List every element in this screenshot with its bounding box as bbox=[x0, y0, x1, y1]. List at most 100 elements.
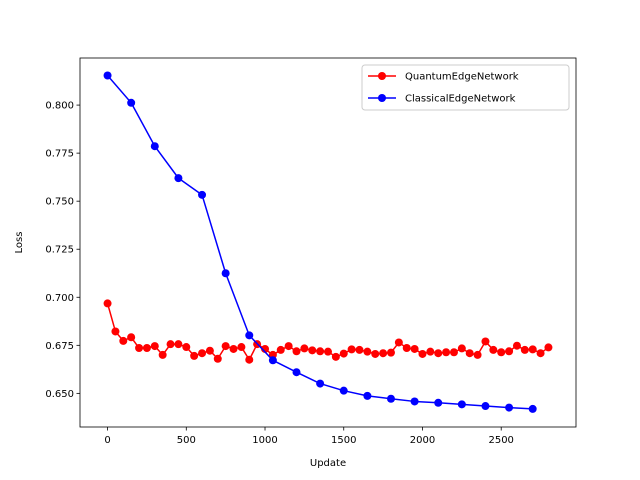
series-0-point bbox=[339, 349, 348, 358]
series-0-point bbox=[103, 299, 112, 308]
series-layer bbox=[103, 71, 553, 413]
series-0-point bbox=[394, 338, 403, 347]
y-tick-label: 0.800 bbox=[45, 101, 74, 112]
legend-marker-0 bbox=[378, 72, 386, 80]
series-0-point bbox=[418, 349, 427, 358]
legend-label-0: QuantumEdgeNetwork bbox=[405, 72, 519, 83]
series-1-point bbox=[339, 386, 348, 395]
series-0-point bbox=[355, 345, 364, 354]
series-0-point bbox=[316, 347, 325, 356]
x-tick-label: 2000 bbox=[410, 435, 435, 446]
y-tick-label: 0.700 bbox=[45, 293, 74, 304]
series-0-point bbox=[261, 344, 270, 353]
series-0-point bbox=[158, 350, 167, 359]
series-0-point bbox=[363, 347, 372, 356]
legend-marker-1 bbox=[378, 94, 386, 102]
series-0-point bbox=[174, 340, 183, 349]
series-1-point bbox=[292, 368, 301, 377]
series-0-point bbox=[386, 348, 395, 357]
y-tick-label: 0.650 bbox=[45, 389, 74, 400]
series-0-point bbox=[166, 340, 175, 349]
series-0-point bbox=[150, 342, 159, 351]
series-1-point bbox=[316, 379, 325, 388]
series-0-point bbox=[237, 343, 246, 352]
x-tick-label: 0 bbox=[104, 435, 110, 446]
series-0-point bbox=[190, 351, 199, 360]
series-1-point bbox=[198, 190, 207, 199]
series-1-point bbox=[481, 402, 490, 411]
axes-layer: 0 500 1000 1500 2000 2500 0.650 0.675 0.700 0.725… bbox=[45, 57, 577, 446]
series-0-point bbox=[331, 352, 340, 361]
series-0-point bbox=[371, 349, 380, 358]
series-0-point bbox=[229, 344, 238, 353]
series-0-point bbox=[457, 344, 466, 353]
x-tick-label: 1500 bbox=[331, 435, 356, 446]
series-0-point bbox=[465, 349, 474, 358]
series-0-point bbox=[347, 345, 356, 354]
series-0-point bbox=[213, 354, 222, 363]
series-0-point bbox=[205, 346, 214, 355]
series-0-point bbox=[481, 337, 490, 346]
series-0-point bbox=[473, 350, 482, 359]
axes-frame bbox=[79, 57, 577, 428]
series-0-point bbox=[182, 343, 191, 352]
series-1-point bbox=[150, 142, 159, 151]
plot-area bbox=[80, 58, 576, 427]
series-1-point bbox=[174, 174, 183, 183]
series-0-point bbox=[426, 347, 435, 356]
series-1-point bbox=[528, 404, 537, 413]
series-0-point bbox=[402, 344, 411, 353]
series-0-point bbox=[544, 343, 553, 352]
y-tick-label: 0.750 bbox=[45, 197, 74, 208]
series-0-point bbox=[300, 344, 309, 353]
series-1-point bbox=[386, 394, 395, 403]
series-0-point bbox=[520, 345, 529, 354]
series-0-point bbox=[512, 341, 521, 350]
series-0-point bbox=[284, 342, 293, 351]
x-axis-label: Update bbox=[310, 458, 346, 469]
series-1-point bbox=[103, 71, 112, 80]
series-1-point bbox=[363, 391, 372, 400]
series-0-point bbox=[449, 348, 458, 357]
series-1-point bbox=[127, 98, 136, 107]
series-1-point bbox=[221, 269, 230, 278]
series-0-point bbox=[536, 349, 545, 358]
series-0-point bbox=[276, 345, 285, 354]
series-0-point bbox=[528, 345, 537, 354]
series-1-point bbox=[245, 331, 254, 340]
series-0-point bbox=[442, 348, 451, 357]
series-0-point bbox=[135, 344, 144, 353]
series-1-point bbox=[505, 403, 514, 412]
series-0-point bbox=[142, 344, 151, 353]
legend: QuantumEdgeNetwork ClassicalEdgeNetwork bbox=[361, 64, 570, 111]
series-0-point bbox=[489, 345, 498, 354]
series-0-point bbox=[245, 355, 254, 364]
series-1-point bbox=[268, 356, 277, 365]
series-0-point bbox=[324, 347, 332, 356]
y-axis-label: Loss bbox=[14, 232, 25, 254]
x-tick-label: 1000 bbox=[252, 435, 277, 446]
series-1-point bbox=[410, 397, 419, 406]
series-0-point bbox=[127, 333, 136, 342]
plot-background bbox=[80, 58, 576, 427]
series-0-point bbox=[434, 349, 443, 358]
series-0-point bbox=[198, 349, 207, 358]
series-0-point bbox=[379, 349, 388, 358]
series-0-point bbox=[111, 327, 120, 336]
x-tick-label: 2500 bbox=[488, 435, 513, 446]
y-tick-label: 0.775 bbox=[45, 149, 74, 160]
series-1-point bbox=[434, 398, 443, 407]
series-0-point bbox=[292, 347, 301, 356]
series-0-point bbox=[119, 336, 128, 345]
y-tick-label: 0.675 bbox=[45, 341, 74, 352]
x-tick-label: 500 bbox=[177, 435, 196, 446]
y-tick-label: 0.725 bbox=[45, 245, 74, 256]
series-0-point bbox=[497, 348, 506, 357]
series-1-point bbox=[457, 400, 466, 409]
series-0-point bbox=[221, 342, 230, 351]
legend-box bbox=[361, 64, 570, 111]
series-0-point bbox=[308, 346, 317, 355]
series-0-point bbox=[410, 344, 419, 353]
legend-label-1: ClassicalEdgeNetwork bbox=[405, 94, 516, 105]
